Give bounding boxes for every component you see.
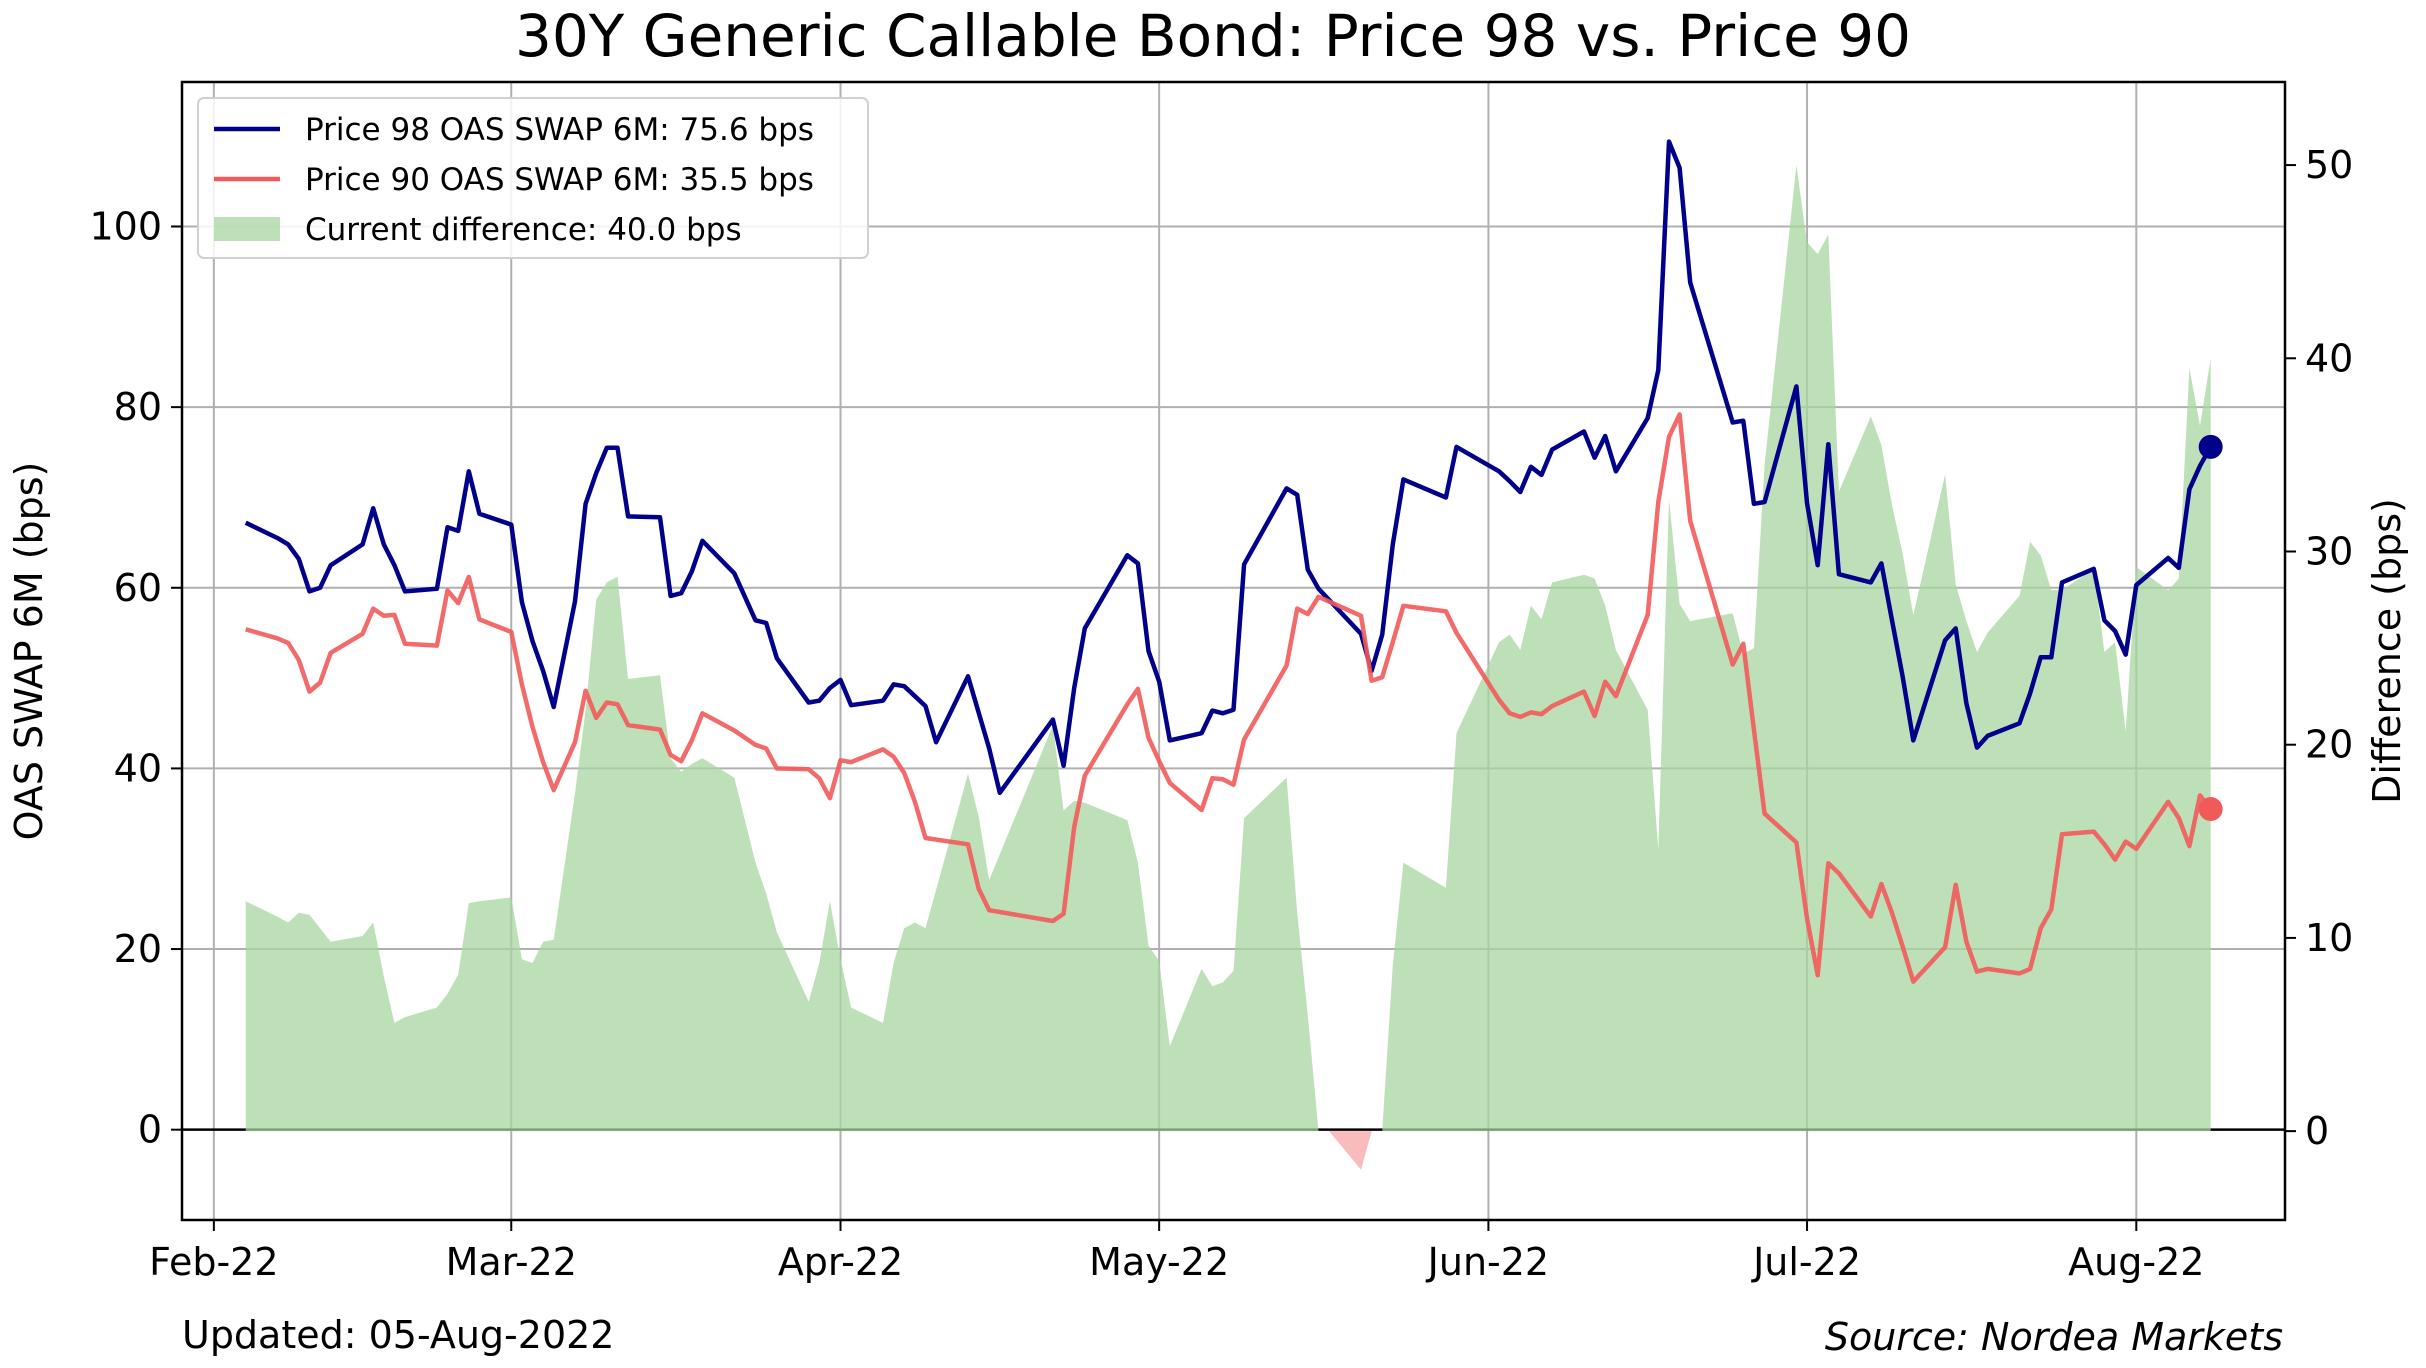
plot-frame [180,80,2287,1222]
y2-tick-label: 10 [2305,916,2353,960]
y-tick-label: 60 [114,566,162,610]
end-marker-2 [2198,797,2223,822]
y2-tick-label: 20 [2305,723,2353,767]
legend-label: Price 98 OAS SWAP 6M: 75.6 bps [305,112,814,148]
x-tick-label: Apr-22 [778,1240,903,1284]
y-tick-label: 40 [114,746,162,790]
x-axis: Feb-22 Mar-22 Apr-22 May-22 Jun-22 Jul-22 Aug-… [149,1220,2204,1284]
x-tick-label: Feb-22 [149,1240,278,1284]
legend-swatch [214,217,280,241]
difference-area [245,165,2211,1170]
y2-axis-label: Difference (bps) [2365,498,2409,804]
x-tick-label: Jun-22 [1426,1240,1549,1284]
y-tick-label: 100 [89,205,162,249]
y2-tick-label: 0 [2305,1109,2329,1153]
series-line-2 [245,412,2213,984]
source-note: Source: Nordea Markets [1825,1315,2283,1359]
y-axis-right: 0 10 20 30 40 50 [2285,143,2353,1153]
difference-area-positive [245,165,2211,1132]
y2-tick-label: 30 [2305,529,2353,573]
y-tick-label: 80 [114,385,162,429]
y2-tick-label: 50 [2305,143,2353,187]
y-axis-label: OAS SWAP 6M (bps) [7,462,51,841]
updated-note: Updated: 05-Aug-2022 [182,1313,614,1357]
y-axis-left: 0 20 40 60 80 100 [89,205,182,1152]
legend-label: Price 90 OAS SWAP 6M: 35.5 bps [305,162,814,198]
difference-area-negative [245,1131,2211,1170]
x-tick-label: Aug-22 [2068,1240,2204,1284]
end-marker-1 [2198,434,2223,459]
x-tick-label: May-22 [1089,1240,1229,1284]
chart-title: 30Y Generic Callable Bond: Price 98 vs. … [515,2,1911,70]
y2-tick-label: 40 [2305,336,2353,380]
end-markers [2198,434,2223,822]
x-tick-label: Jul-22 [1751,1240,1861,1284]
y-tick-label: 20 [114,927,162,971]
x-tick-label: Mar-22 [446,1240,577,1284]
legend: Price 98 OAS SWAP 6M: 75.6 bps Price 90 O… [197,97,869,259]
y-tick-label: 0 [138,1108,162,1152]
series-lines [244,139,2213,984]
series-line-1 [244,139,2213,796]
legend-box [197,97,869,259]
legend-label: Current difference: 40.0 bps [305,212,742,248]
